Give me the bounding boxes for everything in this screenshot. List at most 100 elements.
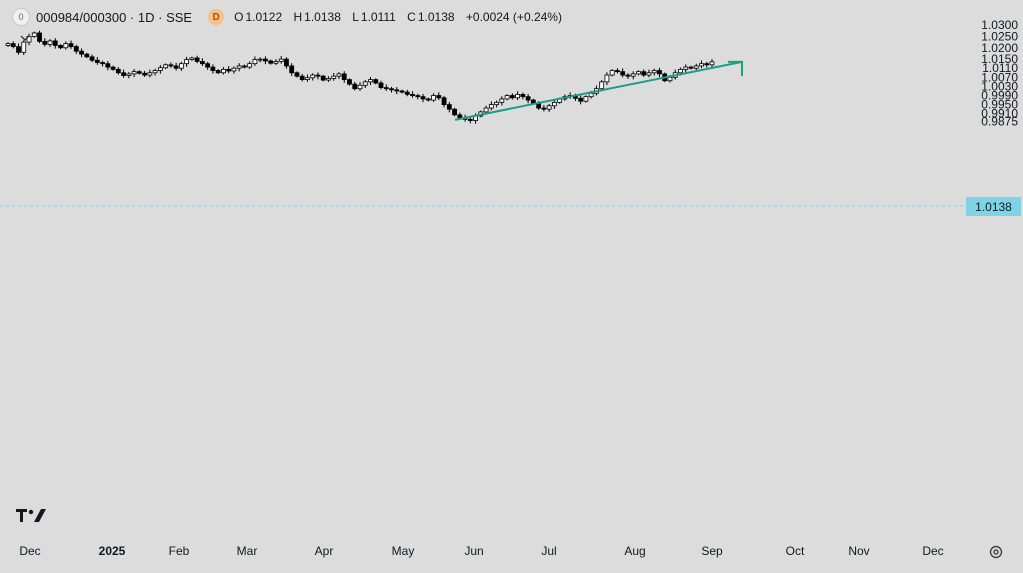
candle-body-down	[525, 96, 531, 101]
candle-body-down	[268, 60, 274, 64]
candle	[173, 62, 179, 71]
trendline[interactable]	[454, 60, 743, 121]
candle	[368, 76, 373, 86]
candle	[115, 67, 121, 75]
candle	[168, 62, 174, 68]
x-tick-label: Mar	[237, 544, 258, 558]
y-tick-label: 0.9875	[981, 115, 1018, 129]
candle-body-up	[588, 92, 594, 98]
candle-body-down	[136, 71, 142, 74]
candle-body-down	[657, 70, 662, 75]
x-tick-label: Nov	[848, 544, 869, 558]
candle	[199, 58, 205, 66]
chevron-down-icon[interactable]	[20, 33, 30, 45]
candle	[100, 60, 105, 67]
candle	[126, 72, 132, 79]
candle-body-up	[515, 93, 521, 99]
candle	[210, 64, 216, 74]
candle	[509, 93, 515, 100]
x-tick-label: Apr	[315, 544, 334, 558]
symbol-title[interactable]: 000984/000300 · 1D · SSE	[36, 9, 193, 25]
candle-body-down	[168, 64, 174, 67]
candle-body-up	[21, 41, 27, 53]
candle-body-down	[641, 71, 647, 76]
candle	[142, 70, 147, 77]
candle-body-down	[58, 45, 63, 49]
time-axis[interactable]: Dec 2025 Feb Mar Apr May Jun Jul Aug Sep Oct Nov Dec	[19, 544, 943, 558]
candle-body-up	[178, 63, 184, 69]
candle	[362, 80, 368, 89]
candle-body-up	[257, 58, 263, 61]
trendline-group[interactable]	[454, 60, 743, 121]
price-axis[interactable]: 1.03001.02501.02001.01501.01101.00701.00…	[981, 18, 1018, 129]
trendline-arrowhead	[728, 60, 743, 76]
candle	[299, 73, 305, 82]
settings-icon[interactable]	[988, 544, 1004, 560]
candle-body-down	[420, 96, 426, 100]
candle	[541, 104, 547, 112]
candle	[289, 63, 295, 76]
y-tick-label: 1.0200	[981, 41, 1018, 55]
chart-header: 0 000984/000300 · 1D · SSE D O 1.0122 H 1.…	[12, 7, 564, 27]
candle-body-down	[541, 107, 547, 110]
candle-body-up	[499, 98, 505, 103]
x-tick-label: Sep	[701, 544, 723, 558]
tradingview-logo-icon[interactable]	[15, 506, 49, 529]
x-tick-label: May	[392, 544, 415, 558]
candle	[121, 69, 126, 78]
candle-body-up	[630, 73, 636, 77]
candle-body-up	[357, 84, 363, 90]
candle	[399, 89, 405, 94]
candle-body-up	[331, 75, 337, 79]
candle	[42, 38, 48, 47]
data-badge[interactable]: D	[208, 9, 225, 25]
candle	[604, 72, 610, 86]
y-tick-label: 1.0070	[981, 70, 1018, 84]
candle	[215, 69, 221, 75]
candle	[5, 42, 11, 47]
open-value: 1.0122	[245, 10, 283, 24]
candle	[404, 89, 410, 97]
candle-body-down	[94, 59, 100, 63]
candle-body-down	[100, 62, 105, 65]
candle-body-up	[368, 79, 373, 83]
candle	[441, 95, 447, 108]
candle-body-down	[341, 73, 347, 80]
candle-body-down	[73, 46, 79, 52]
candle	[163, 63, 169, 70]
candle	[709, 59, 715, 68]
candle-body-up	[247, 63, 253, 68]
candle	[10, 41, 16, 49]
candle	[278, 55, 284, 64]
candle-body-up	[494, 101, 499, 106]
candle-body-up	[152, 70, 158, 74]
candle-body-down	[289, 65, 295, 74]
candle	[326, 76, 331, 82]
candle-body-down	[16, 46, 21, 53]
candle	[194, 55, 200, 64]
candle	[284, 57, 289, 69]
candle-body-up	[551, 101, 557, 107]
candle-body-down	[84, 53, 90, 58]
candle	[452, 107, 457, 117]
candle-body-down	[52, 40, 58, 46]
tradingview-logo-glyph	[16, 509, 46, 522]
candle-body-up	[252, 59, 258, 65]
change-value: +0.0024 (+0.24%)	[465, 10, 562, 24]
candle	[63, 41, 69, 50]
y-tick-label: 0.9990	[981, 89, 1018, 103]
candle	[699, 60, 704, 69]
candle	[373, 78, 379, 85]
symbol-icon[interactable]: 0	[12, 8, 30, 26]
candle	[236, 63, 242, 72]
candle	[583, 95, 589, 103]
candle-body-down	[79, 50, 84, 55]
ohlc-values: O 1.0122 H 1.0138 L 1.0111 C 1.0138 +0.0024 …	[234, 10, 564, 24]
candle	[636, 70, 641, 76]
candle	[415, 93, 421, 100]
close-label: C	[407, 10, 416, 24]
candle-body-down	[315, 74, 321, 77]
x-tick-label: 2025	[99, 544, 126, 558]
candle-body-up	[310, 74, 316, 79]
